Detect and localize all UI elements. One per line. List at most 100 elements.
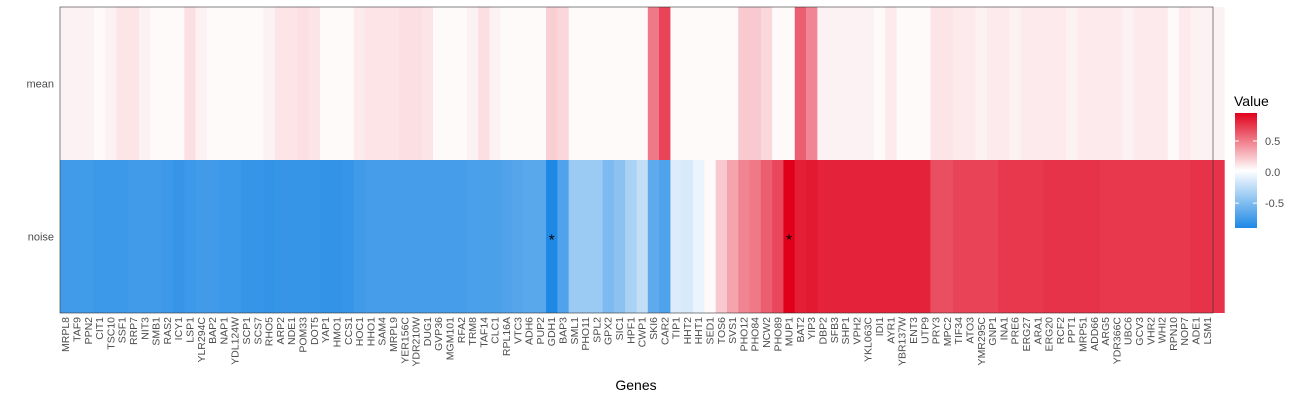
cell-mean-ADD66 — [1088, 7, 1101, 160]
cell-mean-YLR294C — [195, 7, 208, 160]
cell-noise-ADE1 — [1190, 160, 1203, 313]
x-label-ADD66: ADD66 — [1089, 317, 1101, 351]
star-noise-MUP1: * — [786, 232, 792, 249]
x-label-NOP7: NOP7 — [1179, 317, 1191, 346]
x-label-UBC6: UBC6 — [1123, 317, 1135, 345]
cell-noise-MRP51 — [1077, 160, 1090, 313]
cell-mean-SAM4 — [376, 7, 389, 160]
cell-mean-NOP7 — [1179, 7, 1191, 160]
cell-mean-YDR366C — [1111, 7, 1123, 160]
cell-mean-CLC1 — [489, 7, 502, 160]
x-label-GVP36: GVP36 — [433, 317, 445, 351]
panel-border — [59, 6, 1214, 314]
cell-noise-CWP1 — [636, 160, 649, 313]
legend-title: Value — [1234, 93, 1269, 109]
x-label-CAR2: CAR2 — [659, 317, 671, 345]
x-label-PPT1: PPT1 — [1066, 317, 1078, 343]
cell-noise-CIT1 — [93, 160, 106, 313]
x-label-AYR1: AYR1 — [885, 317, 897, 344]
x-label-UTP9: UTP9 — [919, 317, 931, 344]
x-label-ATO3: ATO3 — [964, 317, 976, 344]
legend-ticks: 0.5 0.0 -0.5 — [1235, 136, 1284, 210]
cell-mean-YAP1 — [319, 7, 332, 160]
cell-mean-INA1 — [998, 7, 1010, 160]
cell-mean-VHR2 — [1145, 7, 1157, 160]
cell-mean-SED1 — [704, 7, 717, 160]
cell-mean-RPL16A — [500, 7, 513, 160]
cell-mean-DBP2 — [817, 7, 830, 160]
cell-noise-VPH2 — [851, 160, 863, 313]
cell-mean-VPH2 — [851, 7, 863, 160]
x-label-POM33: POM33 — [298, 317, 310, 353]
cell-noise-RHO5 — [263, 160, 276, 313]
x-label-RCF2: RCF2 — [1055, 317, 1067, 345]
x-label-SAM4: SAM4 — [377, 317, 389, 346]
x-label-MRPL8: MRPL8 — [60, 317, 72, 352]
x-axis-title: Genes — [615, 377, 656, 393]
cell-noise-RPN10 — [1167, 160, 1180, 313]
cell-noise-VHR2 — [1145, 160, 1157, 313]
x-label-NIT3: NIT3 — [139, 317, 151, 340]
cell-noise-SKI6 — [647, 160, 660, 313]
x-label-GNP1: GNP1 — [987, 317, 999, 346]
cell-mean-ARP2 — [274, 7, 287, 160]
cell-mean-TAF9 — [71, 7, 83, 160]
cell-noise-PPT1 — [1066, 160, 1078, 313]
cell-noise-MRPL9 — [387, 160, 400, 313]
cell-noise-YLR294C — [195, 160, 208, 313]
cell-noise-HPF1 — [625, 160, 637, 313]
x-label-PUP2: PUP2 — [535, 317, 547, 345]
cell-mean-SCS7 — [252, 7, 264, 160]
cell-noise-HHT2 — [681, 160, 694, 313]
x-label-ERG27: ERG27 — [1021, 317, 1033, 352]
cell-mean-BAT2 — [794, 7, 807, 160]
cell-noise-HMO1 — [331, 160, 343, 313]
cell-mean-YBR137W — [896, 7, 909, 160]
x-label-TRM8: TRM8 — [467, 317, 479, 346]
cell-mean-ADH6 — [523, 7, 536, 160]
x-label-PHO89: PHO89 — [772, 317, 784, 352]
x-label-TIF34: TIF34 — [953, 317, 965, 345]
cell-noise-RFA2 — [455, 160, 468, 313]
x-label-SHP1: SHP1 — [840, 317, 852, 345]
cell-noise-YDR366C — [1111, 160, 1123, 313]
cell-mean-RAS2 — [161, 7, 174, 160]
x-label-YKL063C: YKL063C — [863, 317, 875, 362]
cell-mean-SMB1 — [150, 7, 163, 160]
cell-mean-UTP9 — [919, 7, 931, 160]
x-label-SSF1: SSF1 — [117, 317, 129, 343]
cell-noise-ERG20 — [1043, 160, 1056, 313]
x-label-YAP1: YAP1 — [320, 317, 332, 343]
cell-noise-SHP1 — [839, 160, 852, 313]
cell-mean-TOS6 — [715, 7, 728, 160]
cell-noise-NIT3 — [139, 160, 151, 313]
cell-noise-YMR295C — [975, 160, 988, 313]
cell-mean-MRPL9 — [387, 7, 400, 160]
x-label-CLC1: CLC1 — [490, 317, 502, 344]
cell-noise-RPL16A — [500, 160, 513, 313]
cell-mean-YDR210W — [410, 7, 423, 160]
cell-noise-NOP7 — [1179, 160, 1191, 313]
x-label-RHO5: RHO5 — [264, 317, 276, 346]
x-label-CCS1: CCS1 — [343, 317, 355, 345]
cell-mean-TAF14 — [478, 7, 490, 160]
cell-mean-PPN2 — [82, 7, 95, 160]
cell-noise-ARP2 — [274, 160, 287, 313]
cell-noise-PHO11 — [579, 160, 592, 313]
cell-mean-LSM1 — [1201, 7, 1214, 160]
cell-noise-SVS1 — [726, 160, 739, 313]
x-label-CWP1: CWP1 — [637, 317, 649, 347]
cell-noise-MUP1 — [783, 160, 796, 313]
cell-mean-IDI1 — [873, 7, 886, 160]
cell-noise-TSC10 — [105, 160, 117, 313]
cell-noise-ENT3 — [907, 160, 920, 313]
cell-mean-HHT2 — [681, 7, 694, 160]
cell-mean-PHO84 — [749, 7, 762, 160]
legend-tick-label: 0.5 — [1265, 136, 1280, 148]
x-label-VHR2: VHR2 — [1145, 317, 1157, 345]
cell-noise-YBR137W — [896, 160, 909, 313]
cell-noise-TRM8 — [466, 160, 479, 313]
cell-noise-YDR210W — [410, 160, 423, 313]
cell-noise-TIF34 — [953, 160, 965, 313]
